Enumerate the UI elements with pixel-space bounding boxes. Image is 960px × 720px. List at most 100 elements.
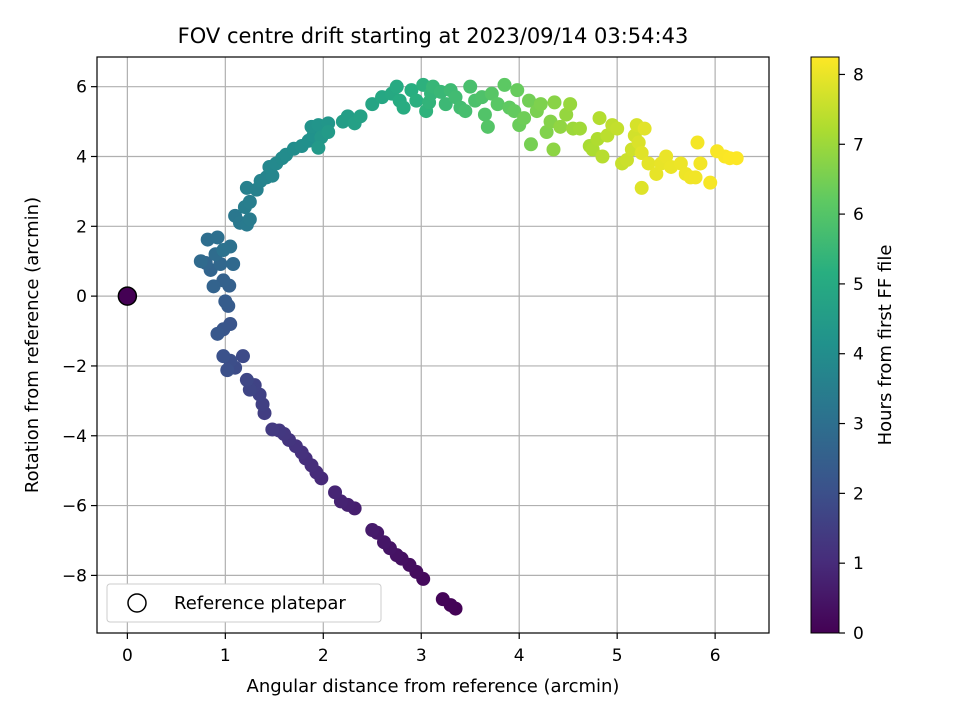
data-point xyxy=(484,86,499,101)
data-point xyxy=(239,372,254,387)
data-point xyxy=(463,79,478,94)
colorbar-label: Hours from first FF file xyxy=(875,245,896,446)
data-point xyxy=(365,97,380,112)
colorbar-tick-label: 6 xyxy=(853,205,864,225)
y-axis-label: Rotation from reference (arcmin) xyxy=(22,197,43,493)
data-point xyxy=(480,119,495,134)
y-tick-label: −8 xyxy=(62,566,87,586)
data-point xyxy=(438,97,453,112)
colorbar-tick-label: 7 xyxy=(853,135,864,155)
data-point xyxy=(477,107,492,122)
data-point xyxy=(703,175,718,190)
plot-frame xyxy=(96,56,770,634)
colorbar-tick-label: 0 xyxy=(853,624,864,644)
y-tick-label: −4 xyxy=(62,427,87,447)
x-tick-label: 2 xyxy=(318,646,329,666)
data-point xyxy=(490,97,505,112)
legend-marker xyxy=(127,593,147,613)
legend-label: Reference platepar xyxy=(174,593,346,614)
data-point xyxy=(553,119,568,134)
y-tick-label: 4 xyxy=(76,147,87,167)
x-tick-label: 0 xyxy=(122,646,133,666)
data-point xyxy=(637,121,652,136)
scatter-points xyxy=(193,77,744,616)
data-point xyxy=(193,254,208,269)
data-point xyxy=(729,151,744,166)
colorbar-tick-label: 8 xyxy=(853,65,864,85)
data-point xyxy=(409,93,424,108)
data-point xyxy=(206,279,221,294)
colorbar-tick-label: 4 xyxy=(853,345,864,365)
x-tick-label: 6 xyxy=(710,646,721,666)
legend: Reference platepar xyxy=(106,583,382,623)
data-point xyxy=(210,230,225,245)
data-point xyxy=(404,83,419,98)
data-point xyxy=(210,326,225,341)
data-point xyxy=(458,104,473,119)
reference-point xyxy=(117,286,138,306)
data-point xyxy=(242,212,257,227)
data-point xyxy=(688,170,703,185)
data-point xyxy=(693,156,708,171)
data-point xyxy=(572,121,587,136)
data-point xyxy=(563,97,578,112)
data-point xyxy=(353,109,368,124)
x-axis-label: Angular distance from reference (arcmin) xyxy=(247,676,620,697)
x-tick-label: 5 xyxy=(612,646,623,666)
data-point xyxy=(510,83,525,98)
data-point xyxy=(235,349,250,364)
data-point xyxy=(435,592,450,607)
data-point xyxy=(507,104,522,119)
data-point xyxy=(517,111,532,126)
data-point xyxy=(546,142,561,157)
data-point xyxy=(634,180,649,195)
data-point xyxy=(690,135,705,150)
data-point xyxy=(649,166,664,181)
y-tick-label: 0 xyxy=(76,287,87,307)
data-point xyxy=(396,100,411,115)
data-point xyxy=(641,156,656,171)
y-tick-label: −2 xyxy=(62,357,87,377)
data-point xyxy=(216,243,231,258)
data-point xyxy=(448,90,463,105)
x-tick-label: 4 xyxy=(514,646,525,666)
colorbar-tick-label: 1 xyxy=(853,554,864,574)
data-point xyxy=(365,523,380,538)
grid xyxy=(97,57,769,633)
y-tick-label: −6 xyxy=(62,497,87,517)
data-point xyxy=(673,156,688,171)
data-point xyxy=(634,146,649,160)
data-point xyxy=(523,137,538,152)
data-point xyxy=(497,77,512,92)
data-point xyxy=(595,149,610,164)
y-axis-ticks: −8 −6 −4 −2 0 2 4 6 xyxy=(62,78,97,586)
data-point xyxy=(311,140,326,155)
data-point xyxy=(321,125,336,140)
data-point xyxy=(218,294,233,309)
data-point xyxy=(592,111,607,126)
data-point xyxy=(619,152,634,167)
colorbar-tick-label: 5 xyxy=(853,275,864,295)
data-point xyxy=(547,95,562,110)
data-point xyxy=(522,93,536,108)
data-point xyxy=(328,485,343,500)
colorbar-gradient xyxy=(810,56,840,634)
colorbar-tick-label: 2 xyxy=(853,484,864,504)
data-point xyxy=(659,149,674,164)
y-tick-label: 6 xyxy=(76,78,87,98)
data-point xyxy=(600,128,615,143)
data-point xyxy=(610,121,625,136)
y-tick-label: 2 xyxy=(76,217,87,237)
data-point xyxy=(226,257,241,272)
x-tick-label: 3 xyxy=(416,646,427,666)
data-point xyxy=(220,363,235,378)
data-point xyxy=(389,79,404,94)
data-point xyxy=(242,194,257,209)
chart-title: FOV centre drift starting at 2023/09/14 … xyxy=(178,24,689,48)
x-axis-ticks: 0 1 2 3 4 5 6 xyxy=(122,633,721,666)
x-tick-label: 1 xyxy=(220,646,231,666)
data-point xyxy=(585,142,600,157)
data-point xyxy=(216,349,231,364)
data-point xyxy=(533,97,548,112)
